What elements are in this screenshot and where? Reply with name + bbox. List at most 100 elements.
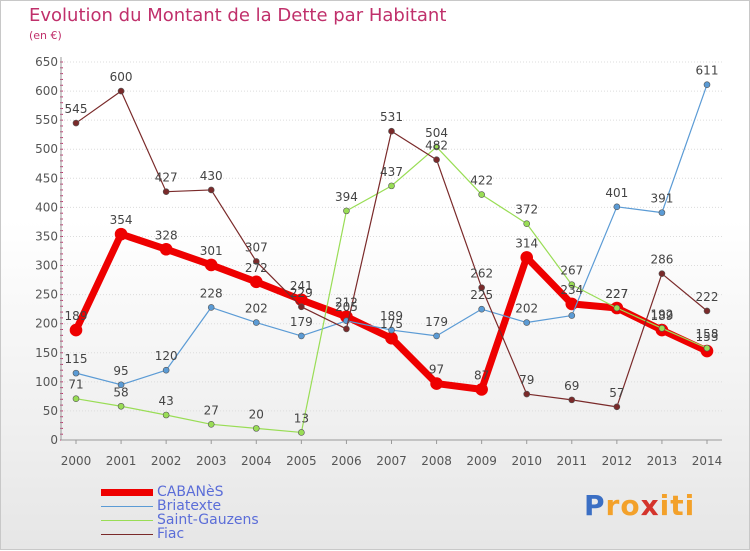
data-label: 27: [204, 403, 219, 417]
data-point: [478, 191, 485, 198]
x-tick-label: 2010: [511, 454, 542, 468]
data-label: 20: [249, 407, 264, 421]
y-tick-label: 250: [35, 288, 58, 302]
y-tick-label: 450: [35, 171, 58, 185]
proxiti-logo: Proxiti: [584, 489, 695, 522]
data-label: 202: [515, 302, 538, 316]
data-point: [252, 258, 260, 265]
data-point: [658, 325, 666, 332]
data-label: 95: [113, 364, 128, 378]
data-label: 97: [429, 363, 444, 377]
data-label: 222: [696, 290, 719, 304]
chart-subtitle: (en €): [29, 29, 62, 42]
data-label: 611: [696, 64, 719, 78]
y-tick-label: 500: [35, 142, 58, 156]
legend-label: Saint-Gauzens: [157, 512, 259, 528]
data-point: [343, 207, 350, 215]
data-label: 600: [110, 70, 133, 84]
data-point: [207, 186, 215, 194]
x-tick-label: 2006: [331, 454, 362, 468]
data-label: 71: [68, 378, 83, 392]
data-label: 57: [609, 386, 624, 400]
data-label: 430: [200, 169, 223, 183]
chart-title: Evolution du Montant de la Dette par Hab…: [29, 5, 447, 26]
data-label: 437: [380, 165, 403, 179]
x-tick-label: 2008: [421, 454, 452, 468]
data-point: [433, 143, 440, 151]
data-point: [520, 251, 534, 264]
y-tick-label: 50: [43, 404, 58, 418]
data-point: [343, 325, 350, 333]
data-label: 227: [605, 287, 628, 301]
x-tick-label: 2009: [466, 454, 497, 468]
data-point: [568, 312, 576, 319]
x-tick-label: 2007: [376, 454, 407, 468]
data-point: [117, 381, 125, 389]
data-label: 179: [425, 315, 448, 329]
data-label: 179: [290, 315, 313, 329]
data-point: [204, 258, 218, 272]
legend-swatch: [101, 534, 153, 535]
y-tick-label: 550: [35, 113, 58, 127]
data-point: [162, 411, 170, 419]
x-tick-label: 2001: [106, 454, 137, 468]
data-point: [568, 281, 576, 289]
data-label: 120: [155, 349, 178, 363]
data-point: [388, 326, 395, 334]
data-label: 225: [470, 288, 493, 302]
data-point: [298, 429, 305, 436]
data-label: 202: [245, 302, 268, 316]
data-point: [523, 319, 531, 326]
y-tick-label: 600: [35, 84, 58, 98]
data-label: 307: [245, 240, 268, 254]
data-point: [207, 304, 215, 311]
legend-label: Briatexte: [157, 498, 222, 514]
data-point: [613, 203, 621, 211]
y-tick-label: 100: [35, 375, 58, 389]
data-label: 372: [515, 203, 538, 217]
logo-letter: t: [670, 489, 685, 522]
data-point: [298, 303, 305, 311]
data-label: 301: [200, 244, 223, 258]
x-tick-label: 2005: [286, 454, 317, 468]
legend-label: CABANèS: [157, 484, 224, 500]
data-point: [433, 332, 440, 340]
data-point: [478, 284, 485, 291]
data-point: [72, 395, 80, 403]
x-tick-label: 2000: [61, 454, 92, 468]
data-label: 189: [65, 309, 88, 323]
data-point: [430, 377, 443, 390]
logo-letter: o: [620, 489, 641, 522]
data-point: [159, 242, 173, 256]
data-label: 504: [425, 126, 448, 140]
data-point: [162, 188, 170, 195]
y-tick-label: 0: [50, 433, 58, 447]
x-tick-label: 2014: [692, 454, 723, 468]
data-point: [523, 220, 531, 227]
logo-letter: x: [640, 489, 660, 522]
data-label: 229: [290, 286, 313, 300]
data-label: 227: [605, 287, 628, 301]
data-label: 43: [159, 394, 174, 408]
legend-swatch: [101, 506, 153, 507]
data-label: 401: [605, 186, 628, 200]
data-label: 212: [335, 296, 358, 310]
data-label: 391: [650, 192, 673, 206]
data-point: [117, 402, 125, 410]
data-point: [658, 209, 666, 216]
data-point: [388, 182, 395, 190]
data-point: [72, 119, 80, 127]
data-label: 205: [335, 300, 358, 314]
legend-swatch: [101, 520, 153, 521]
x-tick-label: 2004: [241, 454, 272, 468]
data-point: [523, 390, 531, 398]
y-tick-label: 150: [35, 346, 58, 360]
data-point: [252, 425, 260, 432]
legend-label: Fiac: [157, 526, 185, 542]
data-label: 69: [564, 379, 579, 393]
data-label: 189: [380, 309, 403, 323]
y-tick-label: 650: [35, 55, 58, 69]
y-tick-label: 300: [35, 259, 58, 273]
data-point: [658, 270, 666, 277]
data-label: 267: [560, 264, 583, 278]
